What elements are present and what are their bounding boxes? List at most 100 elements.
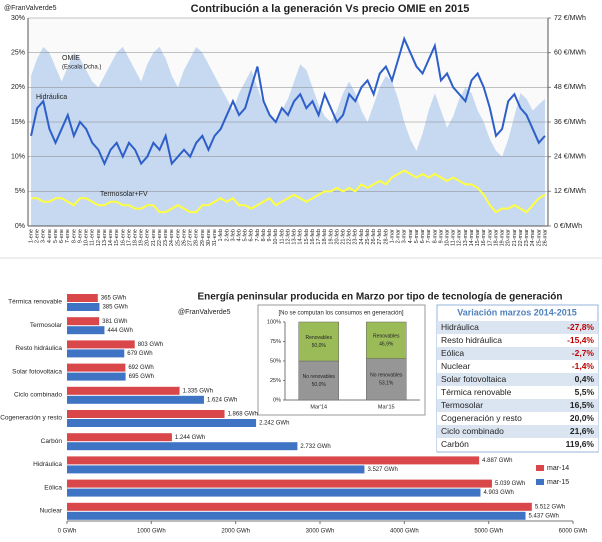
data-label: 803 GWh [138,342,163,348]
data-label: 5.437 GWh [529,513,559,519]
bar [67,317,100,326]
x-tick-label: 11-feb [279,229,285,244]
x-tick-label: 7-ene [65,229,71,243]
x-tick-label: 23-mar [524,229,530,247]
bar [67,442,298,451]
x-tick-label: 21-mar [512,229,518,247]
table-cell: Cogeneración y resto [441,413,522,423]
series-label: Termosolar+FV [100,191,148,198]
x-tick-label: 2-mar [396,229,402,244]
x-tick-label: 3000 GWh [306,529,335,535]
x-tick-label: 17-mar [487,229,493,247]
x-tick-label: 8-mar [432,229,438,244]
bar [67,433,172,442]
table-row [437,425,598,438]
data-label: 1.335 GWh [183,388,213,394]
x-tick-label: 4-feb [237,229,243,242]
table-cell: 20,0% [570,413,595,423]
table-cell: -1,4% [572,361,595,371]
x-tick-label: 12-feb [285,229,291,245]
x-tick-label: 13-ene [102,229,108,246]
bar [67,363,126,372]
line [30,35,546,167]
x-tick-label: 23-feb [353,229,359,245]
x-tick-label: 10-ene [84,229,90,246]
x-tick-label: 25-mar [536,229,542,247]
x-tick-label: 25-ene [175,229,181,246]
x-tick-label: Mar'15 [378,404,395,410]
y-tick-label: 50% [270,358,281,364]
data-label: 365 GWh [101,296,126,302]
table-cell: 21,6% [570,426,595,436]
x-tick-label: 15-feb [304,229,310,245]
x-tick-label: 7-feb [255,229,261,242]
table-cell: Solar fotovoltaica [441,374,506,384]
data-label: 50,0% [312,382,327,388]
x-tick-label: 11-ene [90,229,96,246]
table-cell: -15,4% [567,335,594,345]
table-cell: Carbón [441,439,469,449]
table-cell: Resto hidráulica [441,335,502,345]
table-row [437,334,598,347]
table-cell: 16,5% [570,400,595,410]
series-label: OMIE [62,55,80,62]
series-label: Hidráulica [36,94,67,101]
bar [67,419,257,427]
x-tick-label: 31-ene [212,229,218,246]
table-cell: Nuclear [441,361,470,371]
table-cell: Termosolar [441,400,483,410]
table-cell: Ciclo combinado [441,426,504,436]
x-tick-label: 25-feb [365,229,371,245]
x-tick-label: 26-feb [371,229,377,245]
x-tick-label: 17-ene [126,229,132,246]
x-tick-label: 18-mar [493,229,499,247]
y-tick-label: Nuclear [40,508,63,515]
data-label: 1.244 GWh [175,435,205,441]
y-tick-label: Ciclo combinado [14,392,62,399]
table-row [437,412,598,425]
x-tick-label: 6-ene [59,229,65,243]
bar [67,479,492,488]
table-row [437,360,598,373]
y-tick-label: 0% [273,397,281,403]
area [31,46,545,227]
y-tick-label: 75% [270,339,281,345]
bar [67,511,526,520]
data-label: 1.868 GWh [228,412,258,418]
bar [67,488,481,497]
x-tick-label: 24-ene [169,229,175,246]
x-tick-label: 16-ene [120,229,126,246]
x-tick-label: 22-mar [518,229,524,247]
x-tick-label: 5-feb [243,229,249,242]
segment-name: Renovables [306,335,333,341]
x-tick-label: 8-ene [71,229,77,243]
chart-title: Contribución a la generación Vs precio O… [191,3,470,15]
x-tick-label: 18-ene [133,229,139,246]
bar [67,349,125,358]
segment-name: No renovables [370,373,403,379]
x-tick-label: 4-ene [47,229,53,243]
x-tick-label: 21-feb [341,229,347,245]
x-tick-label: 21-ene [151,229,157,246]
bar-segment [298,321,339,362]
bar [67,326,105,335]
x-tick-label: 15-mar [475,229,481,247]
x-tick-label: 9-mar [438,229,444,244]
x-tick-label: 3-ene [41,229,47,243]
y-tick-label: 100% [267,319,281,325]
data-label: 2.732 GWh [300,444,330,450]
y2-tick-label: 12 €/MWh [554,188,586,195]
table-cell: -2,7% [572,348,595,358]
x-tick-label: 6-mar [420,229,426,244]
x-tick-label: 6-feb [249,229,255,242]
x-tick-label: 7-mar [426,229,432,244]
x-tick-label: 14-feb [298,229,304,245]
x-tick-label: 9-feb [267,229,273,242]
table-row [437,321,598,334]
y-tick-label: 25% [11,50,25,57]
x-tick-label: 29-ene [200,229,206,246]
table-row [437,399,598,412]
x-tick-label: 28-ene [194,229,200,246]
table-cell: Hidráulica [441,322,479,332]
